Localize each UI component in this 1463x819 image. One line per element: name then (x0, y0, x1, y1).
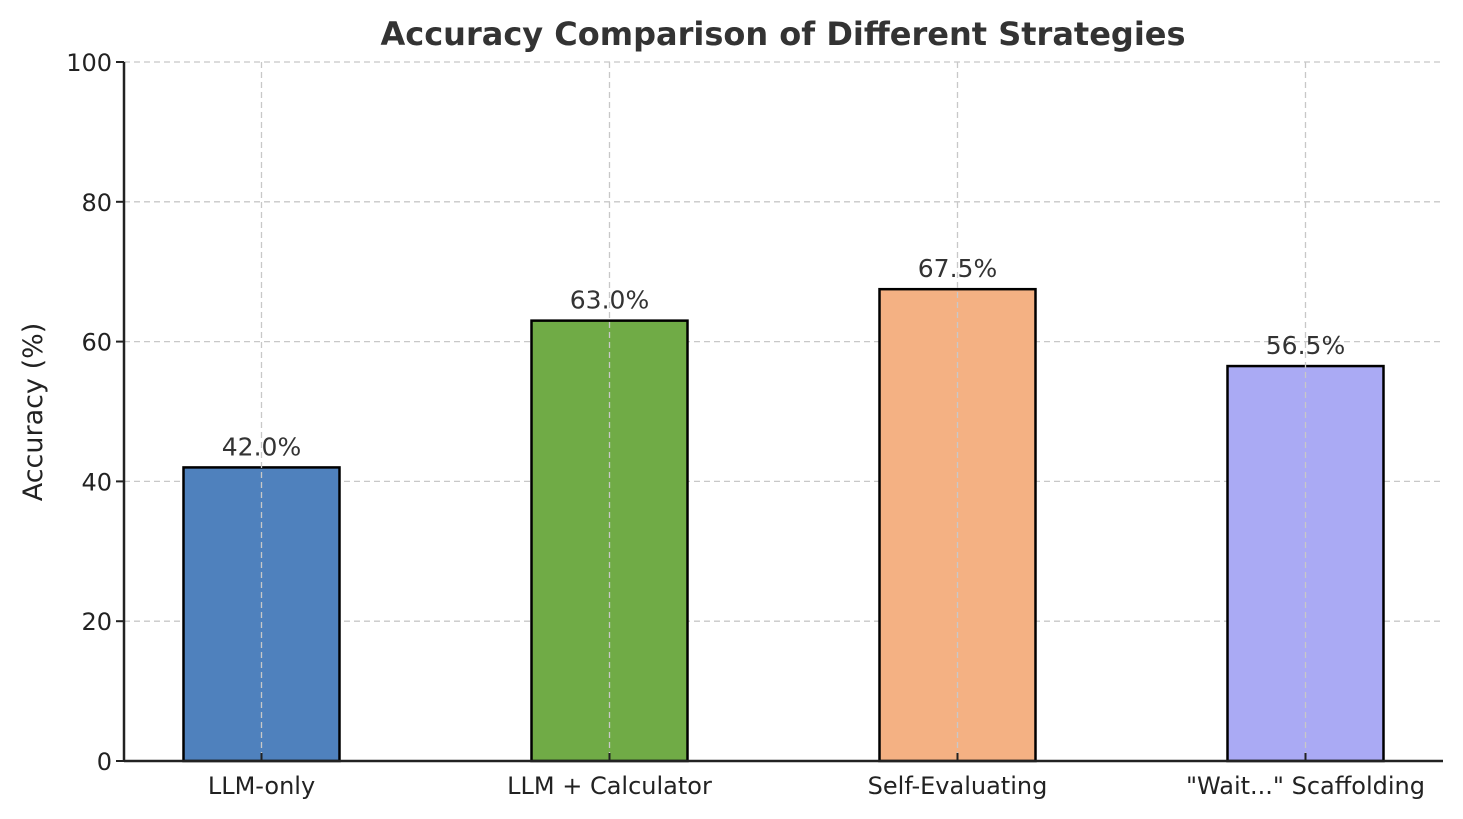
y-tick-label: 60 (81, 329, 112, 357)
bar-value-label: 63.0% (570, 286, 649, 315)
y-tick-label: 80 (81, 189, 112, 217)
bars (182, 62, 1385, 763)
bar-value-label: 67.5% (918, 254, 997, 283)
labels: 0 20 40 60 80 100 42.0% LLM-only 63.0% LLM + Calc… (66, 49, 1425, 800)
bar-value-label: 56.5% (1266, 331, 1345, 360)
x-tick-label: LLM-only (208, 772, 315, 800)
y-tick-label: 40 (81, 468, 112, 496)
y-tick-label: 100 (66, 49, 112, 77)
x-tick-label: LLM + Calculator (507, 772, 712, 800)
ticks (116, 61, 1307, 762)
x-tick-label: Self-Evaluating (868, 772, 1048, 800)
x-tick-label: "Wait..." Scaffolding (1186, 772, 1425, 800)
y-tick-label: 20 (81, 608, 112, 636)
axes (122, 62, 1443, 763)
chart-title: Accuracy Comparison of Different Strateg… (380, 15, 1185, 53)
bar-value-label: 42.0% (222, 432, 301, 461)
y-axis-label: Accuracy (%) (18, 323, 49, 502)
y-tick-label: 0 (97, 748, 112, 776)
